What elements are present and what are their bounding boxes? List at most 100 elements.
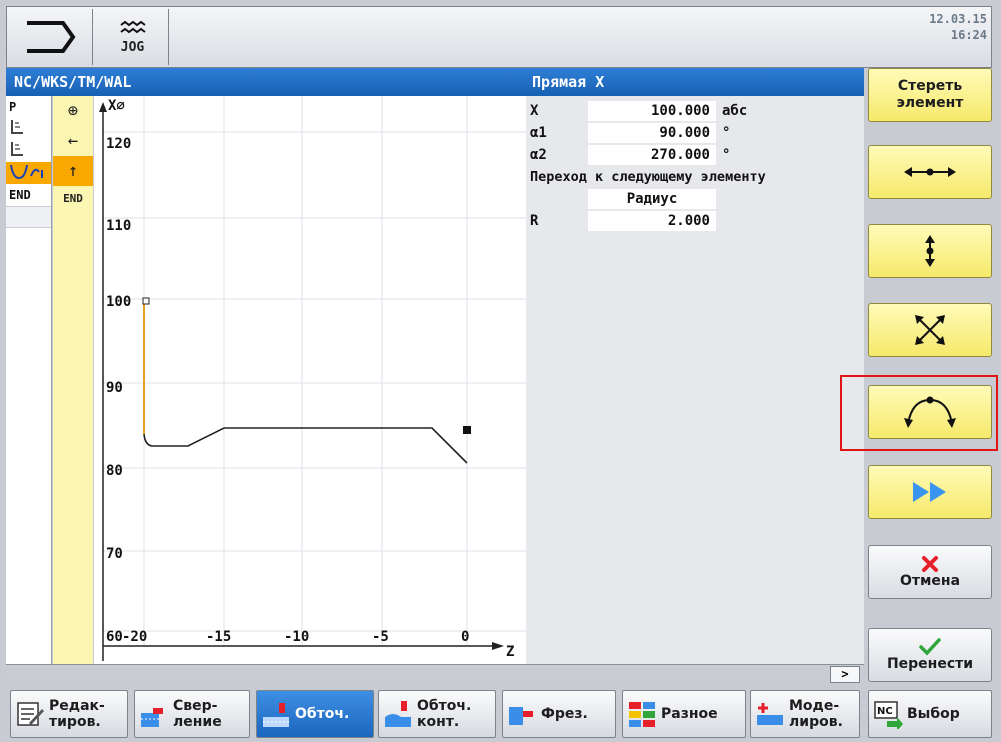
param-x-unit[interactable]: абс	[722, 103, 748, 119]
param-alpha2-field[interactable]: 270.000	[588, 145, 716, 165]
parameter-panel: X 100.000 абс α1 90.000 ° α2 270.000 ° П…	[526, 96, 864, 664]
contour-selected-row[interactable]	[6, 162, 51, 184]
cancel-softkey[interactable]: Отмена	[868, 545, 992, 599]
contour-turning-softkey[interactable]: Обточ. конт.	[378, 690, 496, 738]
z-tick-labels: -20 -15 -10 -5 0	[122, 629, 469, 645]
misc-line1: Разное	[661, 706, 718, 722]
arrow-left-icon[interactable]: ←	[67, 131, 79, 151]
date-text: 12.03.15	[929, 12, 987, 26]
drilling-line2: ление	[173, 714, 222, 730]
misc-icon	[627, 699, 657, 729]
title-bar: NC/WKS/TM/WAL Прямая X	[6, 68, 864, 96]
milling-softkey[interactable]: Фрез.	[502, 690, 616, 738]
contour-end-marker	[463, 426, 471, 434]
grid-lines	[102, 96, 526, 646]
contour-path	[143, 427, 468, 464]
x-tick-label: 100	[106, 294, 131, 310]
z-axis-label: Z	[506, 644, 514, 660]
jog-label: JOG	[120, 39, 145, 55]
edit-line2: тиров.	[49, 714, 101, 730]
param-alpha1-field[interactable]: 90.000	[588, 123, 716, 143]
contour-graphic-canvas: X⌀ Z 120 110 100 90 80 70 60 -20 -15 -10…	[99, 96, 526, 661]
status-strip: >	[6, 664, 864, 684]
param-r-field[interactable]: 2.000	[588, 211, 716, 231]
milling-line1: Фрез.	[541, 706, 588, 722]
z-tick-label: 0	[461, 629, 469, 645]
program-step-list: P END	[6, 96, 52, 664]
simulation-icon	[755, 699, 785, 729]
x-tick-label: 80	[106, 463, 123, 479]
contour-start-marker	[142, 297, 150, 305]
accept-label: Перенести	[886, 655, 974, 672]
contour-step-icon	[11, 142, 23, 156]
drilling-softkey[interactable]: Свер-ление	[134, 690, 250, 738]
milling-icon	[507, 699, 537, 729]
cancel-label: Отмена	[899, 572, 961, 589]
simulation-line1: Моде-	[789, 698, 840, 714]
z-tick-label: -15	[206, 629, 231, 645]
annotation-highlight-box	[840, 375, 998, 451]
horizontal-dimension-softkey[interactable]	[868, 145, 992, 199]
machine-area-icon	[26, 21, 75, 53]
transition-select[interactable]: Радиус	[588, 189, 716, 209]
z-axis-arrow	[492, 642, 504, 650]
contour-start-row[interactable]	[6, 118, 51, 140]
drilling-line1: Свер-	[173, 698, 218, 714]
param-label-r: R	[530, 213, 539, 229]
time-text: 16:24	[950, 28, 987, 42]
nc-select-icon: NC	[873, 699, 903, 731]
program-header-row[interactable]: P	[9, 100, 17, 114]
edit-icon	[15, 699, 45, 729]
fast-forward-icon	[913, 482, 946, 502]
param-alpha1-unit: °	[722, 125, 731, 141]
arc-direction-softkey[interactable]	[868, 385, 992, 439]
accept-softkey[interactable]: Перенести	[868, 628, 992, 682]
empty-row[interactable]	[6, 206, 51, 228]
program-end-row[interactable]: END	[9, 188, 31, 202]
edit-softkey[interactable]: Редак-тиров.	[10, 690, 128, 738]
delete-element-line2: элемент	[896, 95, 964, 111]
cancel-x-icon	[922, 555, 938, 572]
start-point-icon[interactable]: ⊕	[67, 101, 79, 121]
x-tick-label: 90	[106, 380, 123, 396]
transition-label: Переход к следующему элементу	[530, 169, 766, 185]
drilling-icon	[139, 699, 169, 729]
param-alpha2-unit: °	[722, 147, 731, 163]
contour-graphic[interactable]: X⌀ Z 120 110 100 90 80 70 60 -20 -15 -10…	[94, 96, 526, 664]
turning-softkey[interactable]: Обточ.	[256, 690, 374, 738]
machine-area-button[interactable]	[9, 9, 93, 65]
z-tick-label: -20	[122, 629, 147, 645]
z-tick-label: -10	[284, 629, 309, 645]
arrow-up-icon[interactable]: ↑	[53, 156, 93, 186]
misc-softkey[interactable]: Разное	[622, 690, 746, 738]
select-line1: Выбор	[907, 706, 960, 722]
element-title: Прямая X	[532, 73, 605, 91]
end-element-label: END	[63, 191, 83, 205]
arc-arrows-icon	[904, 396, 956, 428]
delete-element-softkey[interactable]: Стереть элемент	[868, 68, 992, 122]
x-tick-label: 120	[106, 136, 131, 152]
datetime: 12.03.15 16:24	[929, 11, 987, 43]
contour-step-row[interactable]	[6, 140, 51, 162]
contour-turning-line1: Обточ.	[417, 698, 472, 714]
contour-step-icon	[11, 120, 23, 134]
param-label-alpha1: α1	[530, 125, 547, 141]
select-softkey[interactable]: NC Выбор	[868, 690, 992, 738]
element-column: ⊕ ← ↑ END	[53, 96, 93, 664]
program-path: NC/WKS/TM/WAL	[14, 73, 132, 91]
horizontal-arrows-icon	[904, 167, 956, 177]
diagonal-arrows-icon	[915, 315, 945, 345]
contour-curve-icon	[10, 164, 43, 180]
simulation-softkey[interactable]: Моде-лиров.	[750, 690, 860, 738]
contour-turning-icon	[383, 699, 413, 729]
simulation-line2: лиров.	[789, 714, 843, 730]
next-page-softkey[interactable]	[868, 465, 992, 519]
vertical-dimension-softkey[interactable]	[868, 224, 992, 278]
contour-turning-line2: конт.	[417, 714, 460, 730]
jog-wave-icon	[119, 20, 146, 33]
diagonal-dimension-softkey[interactable]	[868, 303, 992, 357]
x-axis-label: X⌀	[108, 98, 125, 114]
more-button[interactable]: >	[830, 666, 860, 683]
param-x-field[interactable]: 100.000	[588, 101, 716, 121]
